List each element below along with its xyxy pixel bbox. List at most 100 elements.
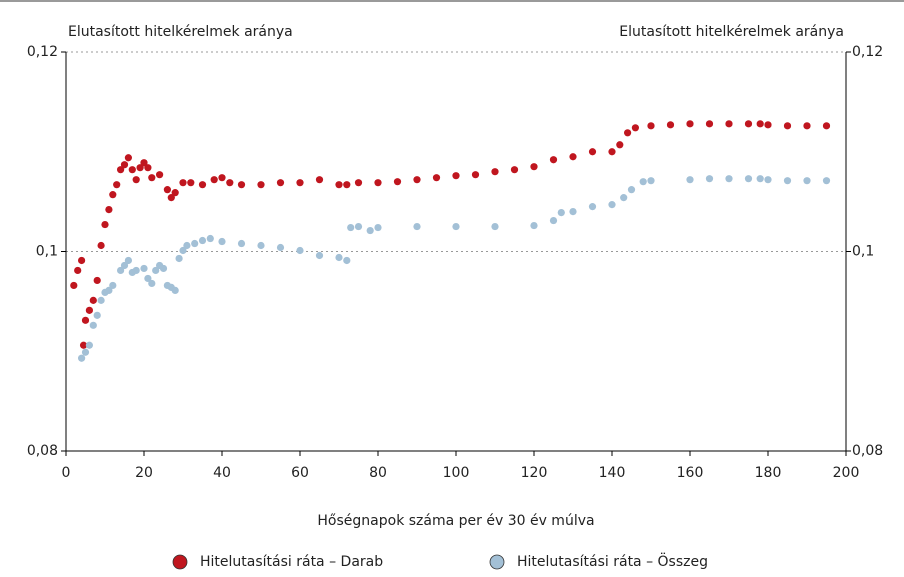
point [85, 341, 93, 349]
point [144, 274, 152, 283]
y2-tick-label: 0,12 [852, 44, 883, 60]
point [756, 120, 764, 128]
legend-label: Hitelutasítási ráta – Összeg [517, 552, 708, 570]
point [183, 241, 191, 250]
point [366, 226, 374, 235]
point [171, 189, 179, 197]
point [171, 286, 179, 295]
point [413, 176, 421, 184]
point [78, 256, 86, 265]
point [179, 246, 187, 255]
point [744, 175, 753, 183]
point [343, 181, 351, 189]
point [803, 177, 811, 185]
point [257, 241, 265, 250]
point [89, 296, 97, 304]
point [296, 179, 304, 187]
point [686, 176, 694, 184]
point [783, 177, 792, 185]
point [666, 121, 675, 129]
point [132, 176, 140, 184]
point [315, 251, 324, 260]
point [117, 166, 125, 174]
point [393, 178, 402, 186]
point [705, 175, 714, 183]
point [97, 241, 105, 250]
point [105, 286, 113, 295]
point [276, 179, 285, 187]
point [608, 148, 616, 156]
point [491, 222, 499, 231]
point [93, 276, 101, 285]
point [647, 177, 655, 185]
point [210, 176, 218, 184]
point [74, 266, 82, 275]
point [296, 246, 304, 255]
point [144, 164, 152, 172]
point [530, 163, 538, 171]
legend-label: Hitelutasítási ráta – Darab [200, 554, 383, 570]
point [81, 348, 90, 356]
point [639, 178, 647, 186]
point [198, 236, 207, 245]
point [608, 201, 616, 209]
point [218, 174, 226, 182]
point [175, 254, 183, 263]
point [89, 321, 97, 329]
point [148, 279, 156, 288]
y-tick-label: 0,1 [36, 244, 58, 260]
point [624, 129, 632, 137]
point [152, 266, 160, 275]
point [159, 264, 168, 273]
point [70, 281, 78, 290]
point [97, 296, 105, 304]
point [156, 171, 164, 179]
point [756, 175, 764, 183]
point [627, 186, 636, 194]
point [113, 181, 121, 189]
point [822, 122, 831, 130]
x-axis-label: Hőségnapok száma per év 30 év múlva [317, 513, 594, 529]
point [120, 261, 129, 270]
point [647, 122, 655, 130]
legend-swatch [489, 554, 505, 570]
x-tick-label: 0 [62, 465, 71, 481]
point [413, 222, 421, 231]
point [705, 120, 714, 128]
point [343, 256, 351, 265]
y2-axis-label: Elutasított hitelkérelmek aránya [619, 24, 844, 40]
point [354, 222, 363, 231]
point [120, 161, 129, 169]
point [335, 181, 343, 189]
point [803, 122, 811, 130]
point [374, 179, 382, 187]
point [109, 191, 117, 199]
point [452, 222, 460, 231]
point [226, 179, 234, 187]
point [79, 341, 88, 349]
point [432, 174, 441, 182]
point [557, 208, 565, 217]
x-tick-label: 160 [677, 465, 704, 481]
point [148, 174, 156, 182]
point [109, 281, 117, 290]
point [276, 243, 285, 252]
y-axis-label: Elutasított hitelkérelmek aránya [68, 24, 293, 40]
point [347, 223, 355, 232]
x-tick-label: 80 [369, 465, 387, 481]
point [132, 266, 140, 275]
point [81, 316, 90, 324]
point [140, 159, 148, 167]
y2-tick-label: 0,08 [852, 443, 883, 459]
x-tick-label: 120 [521, 465, 548, 481]
x-tick-label: 20 [135, 465, 153, 481]
point [686, 120, 694, 128]
point [179, 179, 187, 187]
point [725, 175, 733, 183]
x-tick-label: 200 [833, 465, 860, 481]
point [128, 166, 136, 174]
x-tick-label: 180 [755, 465, 782, 481]
y-tick-label: 0,12 [27, 44, 58, 60]
point [315, 176, 324, 184]
